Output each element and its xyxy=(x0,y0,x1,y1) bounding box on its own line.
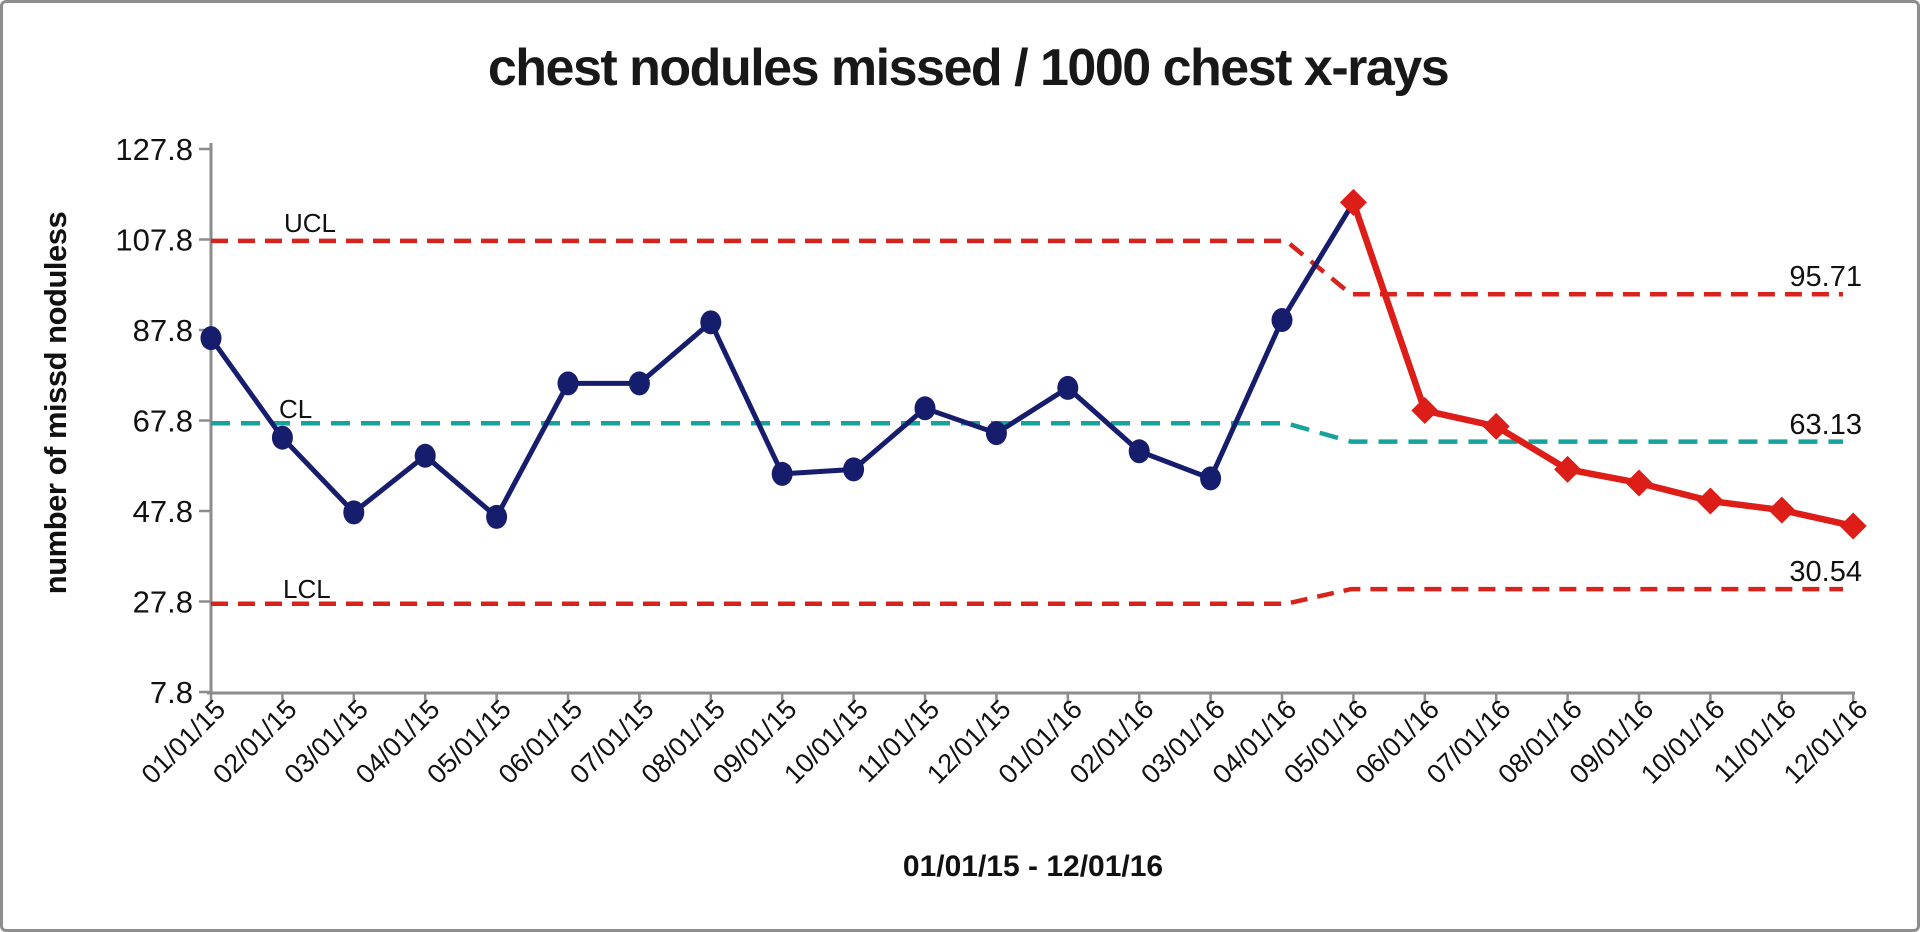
data-point-circle xyxy=(914,396,936,421)
data-point-diamond xyxy=(1482,412,1510,440)
cl-dashed-line xyxy=(211,420,1843,444)
control-chart: 127.8107.887.867.847.827.87.801/01/1502/… xyxy=(38,39,1873,883)
phase2-series-line xyxy=(1350,201,1854,530)
cl-line-label: CL xyxy=(279,394,312,424)
data-point-circle xyxy=(700,310,722,335)
data-point-circle xyxy=(985,421,1007,446)
y-axis-title: number of missd noduless xyxy=(38,212,73,594)
data-point-circle xyxy=(486,504,508,529)
lcl-dashed-line xyxy=(211,586,1843,607)
ucl-dashed-line xyxy=(211,238,1843,297)
chart-title: chest nodules missed / 1000 chest x-rays xyxy=(488,39,1448,97)
x-axis-caption: 01/01/15 - 12/01/16 xyxy=(903,850,1163,883)
data-point-circle xyxy=(628,371,650,396)
data-point-diamond xyxy=(1768,496,1796,524)
axes xyxy=(199,143,1855,704)
data-point-diamond xyxy=(1625,469,1653,497)
data-point-diamond xyxy=(1339,188,1367,216)
y-tick-label: 67.8 xyxy=(133,404,193,439)
ucl-phase2-value-label: 95.71 xyxy=(1789,261,1862,293)
data-point-circle xyxy=(1128,439,1150,464)
y-tick-label: 87.8 xyxy=(133,313,193,348)
data-point-circle xyxy=(771,461,793,486)
data-point-circle xyxy=(200,326,222,351)
data-point-circle xyxy=(1200,466,1222,491)
data-point-diamond xyxy=(1554,455,1582,483)
lcl-line-label: LCL xyxy=(283,574,331,604)
y-tick-label: 7.8 xyxy=(150,675,193,710)
y-tick-label: 127.8 xyxy=(115,132,193,167)
data-point-circle xyxy=(557,371,579,396)
y-tick-label: 47.8 xyxy=(133,494,193,529)
cl-phase2-value-label: 63.13 xyxy=(1789,409,1862,441)
y-tick-label: 27.8 xyxy=(133,585,193,620)
control-limit-lines xyxy=(211,238,1843,607)
ucl-line-label: UCL xyxy=(284,208,336,238)
data-point-circle xyxy=(343,500,365,525)
lcl-phase2-value-label: 30.54 xyxy=(1789,556,1862,588)
data-point-diamond xyxy=(1411,397,1439,425)
data-point-diamond xyxy=(1839,512,1867,540)
tick-labels: 127.8107.887.867.847.827.87.801/01/1502/… xyxy=(115,132,1873,790)
y-tick-label: 107.8 xyxy=(115,223,193,258)
data-point-circle xyxy=(1057,375,1079,400)
data-point-diamond xyxy=(1696,487,1724,515)
data-point-circle xyxy=(843,457,865,482)
data-point-circle xyxy=(1271,308,1293,333)
data-point-circle xyxy=(271,425,293,450)
data-point-circle xyxy=(414,443,436,468)
data-series xyxy=(200,188,1867,540)
